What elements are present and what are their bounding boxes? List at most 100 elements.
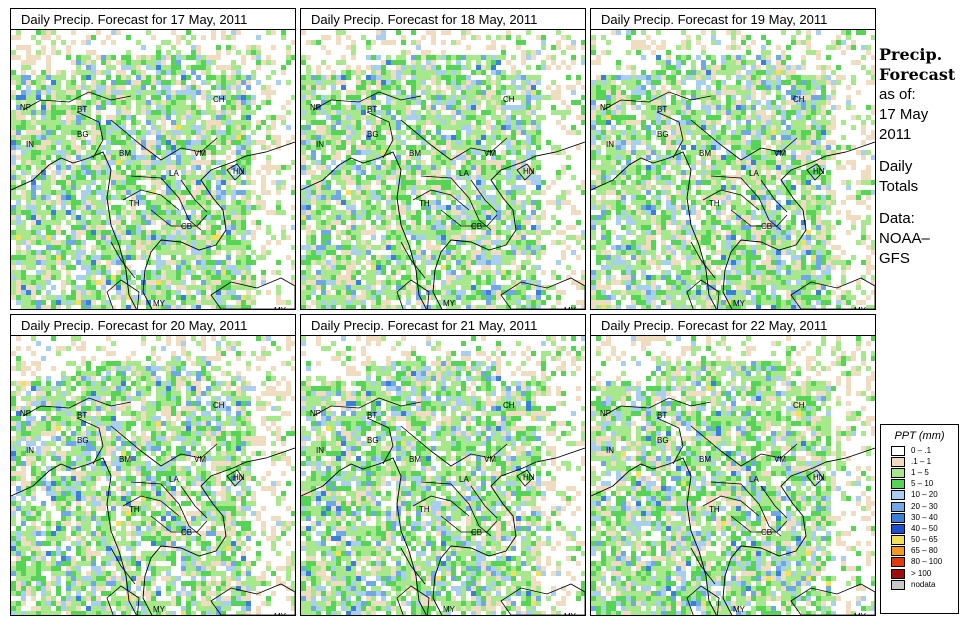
- precip-cell: [486, 60, 491, 65]
- precip-cell: [251, 235, 256, 240]
- precip-cell: [451, 145, 456, 150]
- precip-cell: [246, 200, 251, 205]
- precip-cell: [491, 170, 496, 175]
- precip-cell: [331, 105, 336, 110]
- precip-cell: [411, 220, 416, 225]
- precip-cell: [671, 70, 676, 75]
- precip-cell: [51, 90, 56, 95]
- precip-cell: [151, 100, 156, 105]
- precip-cell: [361, 110, 366, 115]
- precip-cell: [176, 280, 181, 285]
- precip-cell: [171, 270, 176, 275]
- precip-field: [301, 30, 585, 309]
- precip-cell: [546, 85, 551, 90]
- precip-cell: [306, 285, 311, 290]
- precip-cell: [591, 85, 596, 90]
- precip-cell: [116, 220, 121, 225]
- precip-cell: [276, 240, 281, 245]
- precip-cell: [81, 225, 86, 230]
- precip-cell: [371, 285, 376, 290]
- precip-cell: [51, 205, 56, 210]
- precip-cell: [581, 285, 585, 290]
- precip-cell: [401, 110, 406, 115]
- precip-cell: [551, 55, 556, 60]
- precip-cell: [91, 200, 96, 205]
- precip-cell: [456, 55, 461, 60]
- precip-cell: [326, 235, 331, 240]
- precip-cell: [191, 295, 196, 300]
- precip-cell: [91, 260, 96, 265]
- precip-cell: [341, 55, 346, 60]
- precip-cell: [556, 110, 561, 115]
- precip-cell: [301, 275, 306, 280]
- precip-cell: [111, 295, 116, 300]
- precip-cell: [441, 190, 446, 195]
- precip-cell: [96, 210, 101, 215]
- precip-cell: [196, 140, 201, 145]
- precip-cell: [231, 125, 236, 130]
- precip-cell: [41, 35, 46, 40]
- precip-cell: [411, 75, 416, 80]
- precip-cell: [576, 100, 581, 105]
- precip-cell: [496, 130, 501, 135]
- precip-cell: [321, 210, 326, 215]
- precip-cell: [361, 80, 366, 85]
- precip-cell: [201, 160, 206, 165]
- precip-cell: [156, 115, 161, 120]
- precip-cell: [401, 200, 406, 205]
- precip-cell: [11, 210, 16, 215]
- precip-cell: [76, 60, 81, 65]
- precip-cell: [261, 100, 266, 105]
- precip-cell: [476, 145, 481, 150]
- precip-cell: [261, 200, 266, 205]
- precip-cell: [456, 150, 461, 155]
- precip-cell: [91, 180, 96, 185]
- precip-cell: [331, 265, 336, 270]
- precip-cell: [796, 100, 801, 105]
- precip-cell: [486, 165, 491, 170]
- precip-cell: [561, 100, 566, 105]
- precip-cell: [776, 45, 781, 50]
- precip-cell: [176, 120, 181, 125]
- precip-cell: [626, 95, 631, 100]
- precip-cell: [41, 195, 46, 200]
- precip-cell: [341, 115, 346, 120]
- precip-cell: [126, 245, 131, 250]
- precip-cell: [601, 50, 606, 55]
- precip-cell: [206, 235, 211, 240]
- precip-cell: [476, 90, 481, 95]
- precip-cell: [91, 170, 96, 175]
- precip-cell: [11, 120, 16, 125]
- precip-cell: [506, 190, 511, 195]
- precip-cell: [311, 200, 316, 205]
- precip-cell: [701, 105, 706, 110]
- precip-cell: [556, 95, 561, 100]
- precip-cell: [11, 195, 16, 200]
- precip-cell: [311, 235, 316, 240]
- precip-cell: [91, 270, 96, 275]
- precip-cell: [201, 265, 206, 270]
- precip-cell: [11, 180, 16, 185]
- precip-cell: [531, 300, 536, 305]
- precip-cell: [236, 150, 241, 155]
- precip-cell: [326, 220, 331, 225]
- precip-cell: [451, 235, 456, 240]
- precip-cell: [31, 35, 36, 40]
- precip-cell: [151, 235, 156, 240]
- precip-cell: [466, 150, 471, 155]
- precip-cell: [681, 105, 686, 110]
- precip-cell: [631, 75, 636, 80]
- precip-cell: [111, 65, 116, 70]
- precip-cell: [156, 125, 161, 130]
- precip-cell: [126, 155, 131, 160]
- precip-cell: [21, 190, 26, 195]
- precip-cell: [466, 130, 471, 135]
- precip-cell: [331, 80, 336, 85]
- precip-cell: [476, 305, 481, 309]
- precip-cell: [291, 260, 295, 265]
- precip-cell: [456, 145, 461, 150]
- precip-cell: [226, 230, 231, 235]
- precip-cell: [611, 100, 616, 105]
- precip-cell: [206, 90, 211, 95]
- precip-cell: [516, 265, 521, 270]
